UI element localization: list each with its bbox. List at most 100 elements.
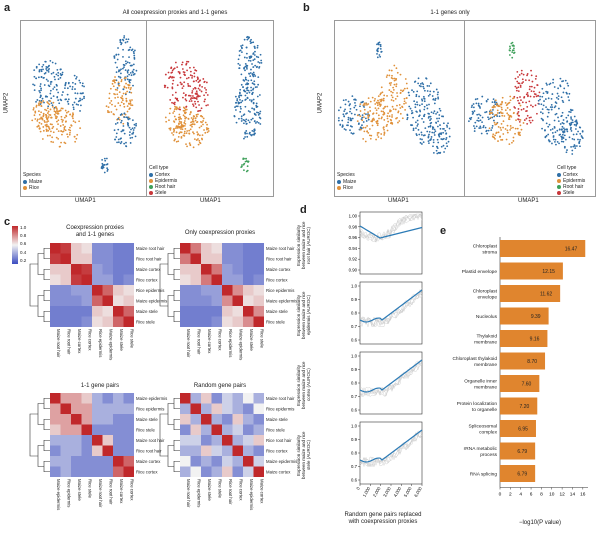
umap-point: [421, 98, 423, 101]
umap-point: [252, 53, 255, 55]
umap-point: [531, 119, 534, 122]
umap-point: [130, 104, 132, 107]
heatmap-cell: [201, 306, 212, 317]
umap-point: [565, 151, 568, 154]
umap-point: [499, 126, 502, 129]
umap-point: [42, 126, 45, 128]
heatmap-cell: [50, 264, 61, 275]
umap-point: [389, 118, 392, 121]
umap-point: [57, 119, 60, 122]
umap-point: [60, 99, 63, 102]
umap-point: [52, 131, 55, 134]
umap-point: [115, 53, 118, 56]
umap-point: [252, 41, 255, 44]
umap-point: [396, 95, 399, 98]
umap-point: [343, 128, 346, 130]
umap-point: [575, 119, 578, 122]
umap-point: [197, 95, 200, 98]
heatmap-cell: [102, 274, 113, 285]
umap-point: [36, 125, 39, 128]
umap-point: [351, 132, 354, 135]
umap-point: [189, 74, 192, 77]
umap-point: [344, 108, 346, 111]
umap-point: [105, 157, 108, 160]
heatmap-col-label: Rice cortex: [238, 479, 243, 501]
umap-point: [477, 117, 480, 119]
umap-point: [125, 100, 128, 103]
umap-point: [361, 119, 364, 122]
umap-point: [191, 97, 194, 100]
roothair-swatch-icon: [557, 184, 561, 189]
heatmap-col-label: Rice cortex: [217, 329, 222, 351]
umap-point: [124, 78, 127, 81]
heatmap-row-label: Maize epidermis: [136, 298, 167, 303]
umap-point: [416, 90, 419, 93]
umap-point: [186, 69, 188, 72]
umap-point: [436, 145, 438, 148]
umap-point: [106, 167, 109, 170]
umap-point: [399, 91, 402, 94]
umap-point: [436, 152, 439, 155]
umap-point: [57, 99, 60, 102]
umap-point: [37, 76, 40, 79]
panel-b-y-label: UMAP2: [317, 92, 324, 114]
umap-point: [234, 95, 237, 98]
umap-point: [72, 120, 75, 123]
heatmap-col-label: Maize stele: [249, 329, 254, 351]
umap-point: [171, 132, 173, 134]
umap-point: [395, 78, 398, 80]
heatmap-row-label: Rice cortex: [266, 448, 288, 453]
umap-point: [521, 82, 523, 85]
umap-point: [344, 129, 347, 131]
heatmap-cell: [60, 285, 71, 296]
umap-point: [56, 116, 58, 118]
heatmap-cell: [222, 306, 233, 317]
umap-point: [193, 75, 196, 78]
umap-point: [379, 93, 382, 96]
umap-point: [559, 77, 562, 80]
umap-point: [445, 142, 448, 145]
umap-point: [197, 81, 200, 84]
umap-point: [180, 123, 183, 126]
umap-point: [509, 99, 512, 102]
heatmap-cell: [180, 274, 191, 285]
umap-point: [379, 47, 382, 50]
umap-point: [367, 118, 370, 121]
umap-point: [68, 128, 70, 131]
umap-point: [401, 117, 404, 120]
heatmap-cell: [123, 274, 134, 285]
heatmap-cell: [232, 316, 243, 327]
heatmap-row-label: Rice cortex: [266, 277, 288, 282]
heatmap-cell: [60, 424, 71, 435]
umap-point: [549, 129, 552, 131]
umap-point: [380, 110, 383, 113]
umap-point: [409, 107, 412, 110]
heatmap-cell: [92, 274, 103, 285]
legend-item: Cortex: [557, 172, 585, 178]
bar-category-label: Thylakoid: [476, 334, 497, 340]
heatmap-cell: [113, 274, 124, 285]
umap-point: [245, 123, 248, 125]
umap-point: [364, 104, 366, 106]
umap-point: [40, 70, 43, 73]
heatmap-row-label: Maize epidermis: [266, 459, 297, 464]
umap-point: [563, 146, 566, 149]
umap-point: [377, 42, 380, 44]
umap-point: [515, 87, 518, 89]
heatmap-row-label: Rice cortex: [136, 469, 158, 474]
mean-line: [359, 289, 423, 323]
umap-point: [376, 104, 379, 107]
umap-point: [403, 87, 406, 90]
umap-point: [189, 94, 192, 97]
umap-point: [364, 126, 367, 129]
umap-point: [52, 101, 55, 104]
umap-point: [393, 77, 396, 80]
umap-point: [391, 96, 394, 99]
umap-point: [38, 69, 41, 71]
umap-point: [172, 120, 175, 123]
umap-point: [189, 70, 192, 73]
umap-point: [252, 71, 255, 74]
heatmap-cell: [102, 253, 113, 264]
umap-point: [381, 91, 384, 94]
umap-point: [415, 110, 418, 113]
